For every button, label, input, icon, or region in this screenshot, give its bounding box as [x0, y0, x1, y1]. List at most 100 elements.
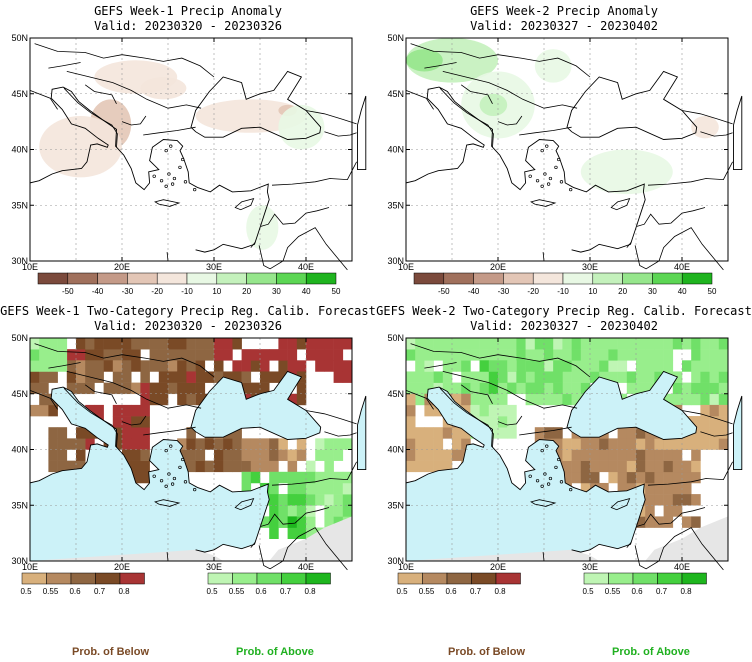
- probability-cell: [599, 482, 609, 495]
- probability-cell: [195, 338, 206, 350]
- probability-cell: [250, 349, 261, 361]
- aegean-island: [557, 457, 561, 462]
- probability-cell: [406, 404, 416, 417]
- probability-cell: [608, 438, 618, 450]
- probability-cell: [333, 494, 344, 506]
- probability-cell: [269, 460, 279, 473]
- probability-cell: [168, 371, 178, 383]
- x-tick-label: 20E: [114, 262, 130, 272]
- country-border: [324, 131, 357, 137]
- probability-cell: [544, 393, 554, 406]
- coastline-mediterranean: [29, 386, 270, 561]
- prob-above-label: Prob. of Above: [236, 646, 314, 658]
- probability-cell: [415, 382, 425, 395]
- probability-cell: [149, 393, 160, 406]
- anomaly-blob: [580, 149, 673, 195]
- probability-cell: [498, 416, 508, 428]
- probability-cell: [562, 338, 572, 350]
- probability-cell: [571, 338, 582, 350]
- colorbar-swatch: [97, 272, 128, 285]
- panel-week2-probability: GEFS Week-2 Two-Category Precip Reg. Cal…: [376, 300, 752, 600]
- colorbar-swatch: [413, 272, 445, 285]
- coastline-black-sea: [566, 370, 698, 440]
- probability-cell: [525, 382, 536, 395]
- aegean-island: [528, 474, 532, 478]
- probability-cell: [131, 349, 141, 361]
- probability-cell: [66, 382, 77, 395]
- colorbar-below-swatch: [397, 572, 423, 585]
- x-tick-label: 10E: [398, 562, 414, 572]
- axis-ticks: 10E 20E 30E 40E 30N 35N 40N 45N 50N: [387, 333, 728, 572]
- cyprus-island: [234, 197, 255, 211]
- probability-cell: [315, 449, 325, 461]
- probability-cell: [214, 438, 224, 450]
- colorbar-label: -30: [122, 287, 134, 296]
- country-border: [439, 387, 494, 448]
- probability-cell: [112, 371, 123, 383]
- probability-cell: [122, 449, 132, 461]
- colorbar-below-label: 0.7: [470, 587, 482, 596]
- country-border: [405, 90, 434, 110]
- probability-cell: [452, 393, 462, 406]
- probability-cell: [415, 438, 425, 450]
- probability-cell: [76, 371, 86, 383]
- probability-cell: [636, 460, 646, 473]
- probability-cell: [507, 427, 517, 439]
- x-tick-label: 40E: [298, 262, 314, 272]
- probability-cell: [461, 349, 471, 361]
- probability-cell: [544, 427, 554, 439]
- probability-cell: [112, 382, 123, 395]
- probability-cell: [342, 482, 353, 495]
- probability-cell: [580, 360, 591, 372]
- colorbar-label: -20: [151, 287, 163, 296]
- probability-cell: [306, 460, 316, 473]
- probability-cell: [76, 449, 86, 461]
- colorbar-swatch: [216, 272, 247, 285]
- probability-cell: [415, 427, 425, 439]
- coastline-black-sea: [190, 70, 322, 140]
- coastline-black-sea: [566, 70, 698, 140]
- probability-cell: [140, 404, 150, 417]
- probability-cell: [48, 404, 58, 417]
- anomaly-colorbar: -50 -40 -30 -20 -10 10 20 30 40 50: [37, 272, 341, 296]
- probability-cell: [241, 382, 252, 395]
- probability-cell: [333, 505, 344, 517]
- probability-cell: [424, 438, 434, 450]
- probability-cell: [682, 360, 692, 372]
- country-border: [681, 410, 733, 425]
- aegean-island: [170, 482, 175, 486]
- probability-cell: [636, 516, 646, 528]
- aegean-island: [167, 172, 171, 176]
- probability-cell: [645, 360, 655, 372]
- axis-ticks: 10E 20E 30E 40E 30N 35N 40N 45N 50N: [11, 333, 352, 572]
- probability-cell: [342, 494, 353, 506]
- probability-cell: [278, 349, 288, 361]
- chart-subtitle: Valid: 20230320 - 20230326: [94, 19, 282, 33]
- colorbar-below-swatch: [495, 572, 521, 585]
- y-tick-label: 45N: [11, 89, 28, 99]
- probability-cell: [718, 371, 729, 383]
- x-tick-label: 40E: [674, 562, 690, 572]
- y-tick-label: 45N: [11, 389, 28, 399]
- probability-cell: [324, 471, 334, 484]
- probability-cell: [488, 349, 499, 361]
- probability-cell: [488, 427, 499, 439]
- probability-cell: [470, 371, 480, 383]
- probability-cell: [700, 438, 710, 450]
- colorbar-above-swatch: [632, 572, 658, 585]
- y-tick-label: 40N: [11, 145, 28, 155]
- probability-cell: [599, 438, 609, 450]
- probability-cell: [645, 382, 655, 395]
- anomaly-blob: [195, 99, 306, 133]
- colorbar-swatch: [681, 272, 713, 285]
- aegean-island: [152, 174, 156, 178]
- probability-cell: [590, 438, 600, 450]
- probability-cell: [654, 460, 664, 473]
- probability-cell: [461, 360, 471, 372]
- probability-cell: [186, 349, 196, 361]
- probability-cell: [608, 338, 618, 350]
- probability-cell: [663, 460, 674, 473]
- aegean-island: [172, 476, 177, 481]
- probability-cell: [636, 371, 646, 383]
- probability-cell: [223, 338, 233, 350]
